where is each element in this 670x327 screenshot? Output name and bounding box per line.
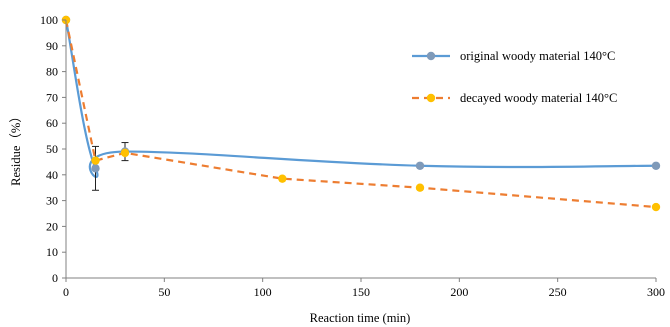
legend-label: decayed woody material 140°C	[460, 91, 617, 105]
series-2	[61, 15, 661, 212]
x-tick-label: 150	[352, 285, 370, 299]
data-point	[91, 164, 100, 173]
y-tick-label: 0	[52, 271, 58, 285]
legend-item-2: decayed woody material 140°C	[412, 91, 617, 105]
y-tick-label: 70	[46, 90, 58, 104]
data-point	[120, 148, 130, 158]
data-point	[415, 183, 425, 192]
y-tick-label: 30	[46, 194, 58, 208]
axes: 0 10 20 30 40 50 60 70 80 90 100 0 50 100 150 200 250 300	[40, 13, 665, 299]
legend: original woody material 140°C decayed woo…	[412, 49, 617, 105]
data-point	[91, 156, 100, 165]
legend-item-1: original woody material 140°C	[412, 49, 615, 63]
y-tick-label: 40	[46, 168, 58, 182]
x-tick-label: 50	[158, 285, 170, 299]
x-tick-label: 200	[450, 285, 468, 299]
x-axis-title: Reaction time (min)	[310, 311, 411, 325]
y-tick-label: 10	[46, 245, 58, 259]
y-tick-label: 20	[46, 219, 58, 233]
x-tick-label: 100	[254, 285, 272, 299]
x-tick-label: 0	[63, 285, 69, 299]
y-tick-label: 60	[46, 116, 58, 130]
y-axis-title: Residue（%）	[9, 110, 23, 186]
y-tick-label: 100	[40, 13, 58, 27]
legend-label: original woody material 140°C	[460, 49, 615, 63]
series-line	[64, 19, 657, 179]
series-line	[64, 19, 657, 209]
plot-series	[61, 15, 661, 212]
data-point	[278, 174, 287, 183]
legend-marker	[426, 93, 436, 103]
legend-marker	[426, 51, 436, 61]
x-tick-label: 300	[647, 285, 665, 299]
x-tick-label: 250	[549, 285, 567, 299]
y-tick-label: 80	[46, 65, 58, 79]
y-tick-label: 90	[46, 39, 58, 53]
y-tick-label: 50	[46, 142, 58, 156]
data-point	[651, 202, 661, 212]
data-point	[651, 161, 661, 170]
data-point	[415, 161, 425, 170]
